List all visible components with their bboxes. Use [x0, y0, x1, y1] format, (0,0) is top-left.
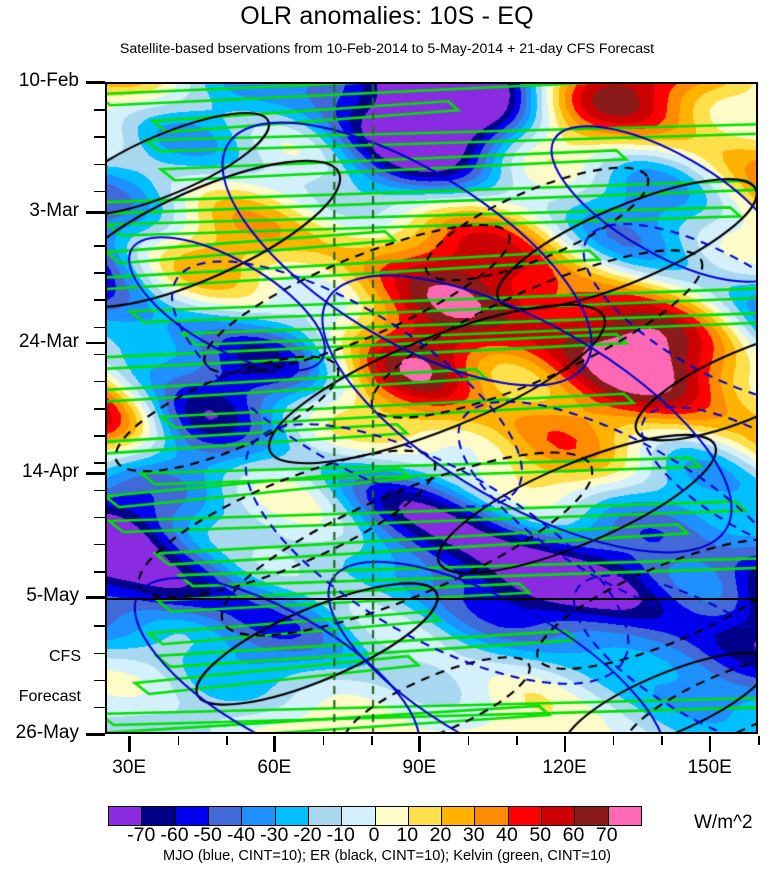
colorbar-caption: MJO (blue, CINT=10); ER (black, CINT=10)… — [162, 848, 612, 864]
colorbar-segment — [407, 807, 442, 825]
colorbar-segment — [307, 807, 342, 825]
forecast-divider — [107, 598, 756, 600]
cfs-forecast-note-line1: CFS — [49, 648, 81, 666]
x-tick-minor — [758, 736, 760, 745]
colorbar-segment — [374, 807, 408, 825]
colorbar-tick-label: 10 — [396, 824, 419, 846]
y-tick-minor — [94, 272, 105, 274]
y-axis-label: 26-May — [15, 722, 79, 743]
y-tick-minor — [94, 353, 105, 356]
colorbar-units: W/m^2 — [694, 812, 753, 833]
x-tick-minor — [467, 736, 470, 745]
y-tick-minor — [94, 625, 105, 627]
x-tick-minor — [661, 736, 663, 745]
y-tick-minor — [94, 516, 105, 519]
x-tick-major — [418, 736, 421, 752]
x-tick-minor — [322, 736, 325, 745]
y-tick-minor — [94, 408, 105, 410]
x-tick-major — [273, 736, 276, 752]
y-tick-major — [86, 211, 105, 214]
colorbar-tick-label: 60 — [562, 824, 585, 846]
colorbar-tick-label: -30 — [260, 824, 289, 846]
y-tick-minor — [94, 489, 105, 492]
y-tick-minor — [94, 109, 105, 111]
y-tick-minor — [94, 462, 105, 464]
y-tick-major — [86, 733, 105, 736]
colorbar-tick-label: 0 — [368, 824, 380, 846]
colorbar-segment — [541, 807, 575, 825]
y-tick-minor — [94, 652, 105, 655]
y-tick-major — [86, 81, 105, 84]
olr-anomaly-field — [107, 84, 756, 732]
y-tick-minor — [94, 706, 105, 709]
colorbar-tick-label: -20 — [293, 824, 322, 846]
y-axis-label: 10-Feb — [18, 70, 79, 91]
x-axis-label: 150E — [687, 757, 732, 778]
y-axis-label: 5-May — [26, 585, 79, 607]
colorbar-tick-label: 40 — [496, 824, 518, 846]
y-tick-minor — [94, 190, 105, 193]
colorbar-segment — [174, 807, 208, 825]
y-tick-major — [86, 472, 105, 475]
y-tick-minor — [94, 163, 105, 166]
colorbar-segment — [474, 807, 508, 825]
colorbar-segment — [207, 807, 242, 825]
x-tick-minor — [225, 736, 228, 745]
page-title: OLR anomalies: 10S - EQ — [240, 2, 534, 30]
y-tick-minor — [94, 299, 105, 301]
y-tick-minor — [94, 245, 105, 247]
colorbar-tick-label: 70 — [595, 824, 618, 846]
x-tick-major — [128, 736, 131, 752]
colorbar-tick-label: 30 — [462, 824, 485, 846]
cfs-forecast-note-line2: Forecast — [18, 688, 81, 706]
y-tick-minor — [94, 679, 105, 682]
colorbar-tick-label: -70 — [127, 824, 156, 846]
colorbar-tick-label: -60 — [160, 824, 189, 846]
y-tick-minor — [94, 380, 105, 383]
colorbar-tick-label: 50 — [529, 824, 552, 846]
x-tick-major — [563, 736, 567, 752]
y-tick-minor — [94, 326, 105, 329]
y-axis-label: 3-Mar — [29, 200, 79, 222]
y-tick-major — [86, 596, 105, 599]
y-axis-label: 24-Mar — [18, 330, 79, 352]
colorbar-segment — [341, 807, 375, 825]
x-axis-label: 30E — [112, 757, 147, 778]
colorbar-segment — [241, 807, 275, 825]
colorbar-segment — [507, 807, 542, 825]
x-tick-minor — [371, 736, 373, 745]
colorbar-segment — [141, 807, 175, 825]
y-tick-major — [86, 341, 105, 345]
colorbar-tick-label: -10 — [326, 824, 355, 846]
colorbar-segment — [607, 807, 641, 825]
colorbar-tick-label: 20 — [429, 824, 452, 846]
x-tick-minor — [516, 736, 518, 745]
colorbar-segment — [574, 807, 608, 825]
x-axis-label: 90E — [402, 757, 437, 778]
x-tick-minor — [612, 736, 615, 745]
colorbar-segment — [109, 807, 142, 825]
y-axis-label: 14-Apr — [21, 461, 79, 483]
x-axis-label: 120E — [542, 757, 587, 778]
y-tick-minor — [94, 543, 105, 546]
hovmoller-plot — [105, 82, 758, 734]
colorbar-segment — [274, 807, 308, 825]
y-tick-minor — [94, 435, 105, 437]
colorbar-tick-label: -50 — [193, 824, 222, 846]
colorbar-segment — [441, 807, 475, 825]
x-axis-label: 60E — [257, 757, 292, 778]
y-tick-minor — [94, 136, 105, 138]
colorbar-tick-label: -40 — [226, 824, 256, 846]
x-tick-minor — [177, 736, 180, 745]
y-tick-minor — [94, 571, 105, 573]
x-tick-major — [708, 736, 712, 752]
colorbar — [108, 806, 642, 826]
page-subtitle: Satellite-based bservations from 10-Feb-… — [119, 41, 655, 57]
